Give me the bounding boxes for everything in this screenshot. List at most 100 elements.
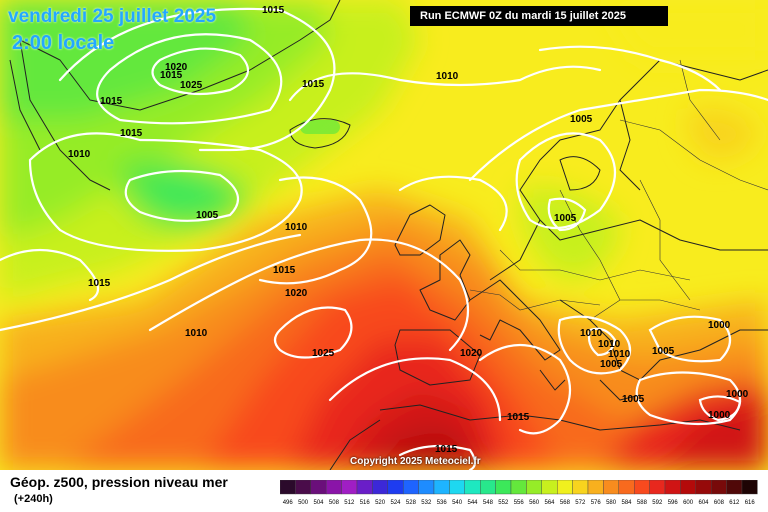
isobar-label: 1005	[554, 213, 577, 224]
isobar-label: 1015	[273, 265, 296, 276]
legend-swatch	[711, 480, 727, 495]
legend-tick-label: 544	[467, 500, 478, 506]
lead-time: (+240h)	[14, 493, 53, 505]
isobar-label: 1005	[622, 394, 645, 405]
legend-tick-label: 548	[483, 500, 494, 506]
isobar-label: 1015	[262, 5, 285, 16]
color-scale-legend: 496 500 504 508 512 516 520 524 528 532 536 540 544 5…	[280, 480, 758, 506]
legend-tick-label: 596	[668, 500, 679, 506]
legend-tick-label: 564	[544, 500, 555, 506]
isobar-label: 1010	[185, 328, 208, 339]
legend-swatch	[726, 480, 743, 495]
legend-tick-label: 556	[514, 500, 525, 506]
legend-swatch	[649, 480, 666, 495]
legend-swatch	[603, 480, 619, 495]
legend-swatch	[356, 480, 373, 495]
legend-swatch	[572, 480, 589, 495]
legend-tick-label: 592	[652, 500, 663, 506]
isobar-label: 1000	[726, 389, 749, 400]
legend-tick-label: 524	[390, 500, 401, 506]
legend-tick-label: 612	[729, 500, 740, 506]
isobar-label: 1010	[436, 71, 459, 82]
isobar-label: 1020	[460, 348, 483, 359]
legend-tick-label: 604	[698, 500, 709, 506]
legend-swatch	[464, 480, 481, 495]
legend-swatch	[479, 480, 496, 495]
legend-swatch	[341, 480, 358, 495]
isobar-label: 1010	[598, 339, 621, 350]
legend-tick-label: 528	[406, 500, 417, 506]
legend-swatch	[510, 480, 527, 495]
isobar-label: 1020	[165, 62, 188, 73]
legend-swatch	[449, 480, 465, 495]
legend-swatch	[372, 480, 389, 495]
legend-swatch	[326, 480, 342, 495]
legend-tick-label: 616	[745, 500, 756, 506]
isobar-label: 1015	[435, 444, 458, 455]
isobar-label: 1000	[708, 320, 731, 331]
legend-tick-label: 568	[560, 500, 571, 506]
isobar-labels: 1015 1020 1015 1025 1015 1015 1010 1005 …	[68, 5, 749, 455]
legend-tick-label: 580	[606, 500, 617, 506]
legend-tick-label: 552	[498, 500, 509, 506]
isobar-label: 1005	[570, 114, 593, 125]
legend-swatch	[418, 480, 435, 495]
legend-tick-label: 608	[714, 500, 725, 506]
isobar-label: 1010	[68, 149, 91, 160]
legend-tick-label: 600	[683, 500, 694, 506]
isobar-label: 1015	[100, 96, 123, 107]
legend-tick-label: 540	[452, 500, 463, 506]
copyright: Copyright 2025 Meteociel.fr	[350, 456, 481, 467]
legend-swatch	[587, 480, 604, 495]
legend-swatch	[618, 480, 635, 495]
legend-swatch	[695, 480, 712, 495]
chart-title: Géop. z500, pression niveau mer	[10, 474, 228, 490]
isobars	[0, 7, 768, 470]
isobar-label: 1015	[507, 412, 530, 423]
footer: Géop. z500, pression niveau mer (+240h) …	[0, 470, 768, 512]
legend-swatch	[402, 480, 419, 495]
legend-swatch	[680, 480, 696, 495]
geopotential-map: 1015 1020 1015 1025 1015 1015 1010 1005 …	[0, 0, 768, 470]
borders	[469, 59, 768, 321]
isobar-label: 1015	[120, 128, 143, 139]
legend-swatch	[280, 480, 296, 495]
legend-tick-label: 516	[360, 500, 371, 506]
isobar-label: 1015	[160, 70, 183, 81]
legend-tick-label: 560	[529, 500, 540, 506]
isobar-label: 1005	[652, 346, 675, 357]
isobar-label: 1025	[180, 80, 203, 91]
isobar-label: 1000	[708, 410, 731, 421]
legend-tick-label: 500	[298, 500, 309, 506]
isobar-label: 1010	[285, 222, 308, 233]
legend-swatch	[634, 480, 650, 495]
legend-tick-label: 576	[591, 500, 602, 506]
legend-tick-label: 572	[575, 500, 586, 506]
legend-swatch	[664, 480, 681, 495]
legend-tick-label: 588	[637, 500, 648, 506]
legend-tick-label: 512	[344, 500, 355, 506]
legend-swatch	[526, 480, 542, 495]
isobar-label: 1010	[608, 349, 631, 360]
isobar-label: 1025	[312, 348, 335, 359]
isobar-label: 1005	[600, 359, 623, 370]
model-run-label: Run ECMWF 0Z du mardi 15 juillet 2025	[410, 6, 668, 26]
legend-swatch	[495, 480, 512, 495]
legend-swatch	[295, 480, 311, 495]
height-field	[0, 0, 768, 470]
legend-swatch	[387, 480, 404, 495]
isobar-label: 1020	[285, 288, 308, 299]
legend-tick-label: 496	[283, 500, 294, 506]
forecast-time: 2:00 locale	[12, 32, 115, 54]
isobar-label: 1015	[302, 79, 325, 90]
legend-swatch	[557, 480, 573, 495]
legend-tick-label: 520	[375, 500, 386, 506]
isobar-label: 1005	[196, 210, 219, 221]
isobar-label: 1015	[88, 278, 111, 289]
legend-tick-label: 536	[437, 500, 448, 506]
legend-tick-label: 508	[329, 500, 340, 506]
legend-tick-label: 584	[621, 500, 632, 506]
legend-tick-label: 504	[313, 500, 324, 506]
legend-swatch	[541, 480, 558, 495]
